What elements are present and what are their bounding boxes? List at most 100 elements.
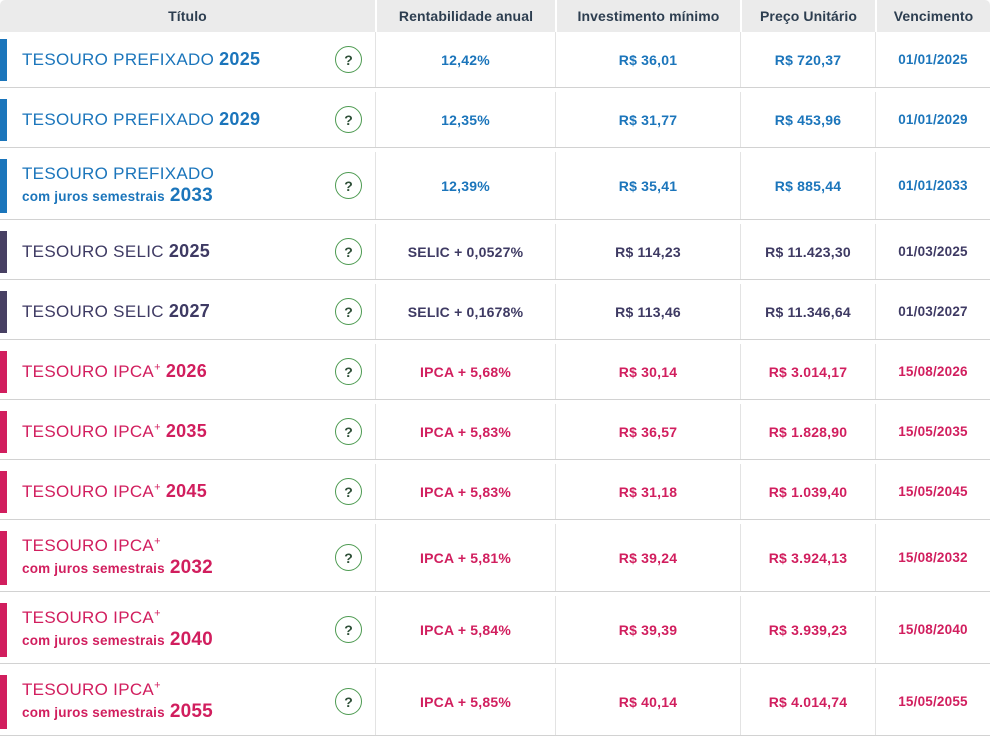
help-icon[interactable]: ? — [335, 172, 362, 199]
bond-subtitle: com juros semestrais — [22, 704, 165, 720]
bond-title-link[interactable]: TESOURO IPCA+ com juros semestrais 2040 — [22, 607, 213, 651]
category-color-bar — [0, 675, 7, 729]
unit-price-value: R$ 885,44 — [740, 152, 875, 219]
bond-year: 2025 — [168, 240, 211, 261]
title-cell: TESOURO PREFIXADO 2025 ? — [0, 32, 375, 87]
title-cell: TESOURO IPCA+ 2045 ? — [0, 464, 375, 519]
table-row: TESOURO SELIC 2025 ? SELIC + 0,0527% R$ 1… — [0, 224, 990, 280]
help-icon[interactable]: ? — [335, 358, 362, 385]
bond-year: 2029 — [219, 108, 261, 129]
table-header: Título Rentabilidade anual Investimento … — [0, 0, 990, 32]
bond-name: TESOURO IPCA — [22, 361, 155, 381]
category-color-bar — [0, 531, 7, 585]
bond-year-subtitle: 2055 — [169, 700, 213, 722]
category-color-bar — [0, 39, 7, 81]
title-cell: TESOURO IPCA+ com juros semestrais 2055 ? — [0, 668, 375, 735]
help-icon[interactable]: ? — [335, 688, 362, 715]
header-titulo: Título — [168, 8, 207, 24]
header-vencimento: Vencimento — [875, 0, 990, 32]
bond-name: TESOURO PREFIXADO — [22, 109, 215, 129]
table-row: TESOURO IPCA+ 2045 ? IPCA + 5,83% R$ 31,1… — [0, 464, 990, 520]
maturity-date-value: 01/01/2033 — [875, 152, 990, 219]
bond-subtitle: com juros semestrais — [22, 188, 165, 204]
bond-name: TESOURO IPCA — [22, 680, 155, 700]
table-row: TESOURO IPCA+ com juros semestrais 2040 ?… — [0, 596, 990, 664]
annual-rate-value: IPCA + 5,83% — [375, 464, 555, 519]
unit-price-value: R$ 3.924,13 — [740, 524, 875, 591]
bond-title-link[interactable]: TESOURO PREFIXADO 2029 — [22, 109, 260, 131]
min-investment-value: R$ 39,39 — [555, 596, 740, 663]
bond-name: TESOURO SELIC — [22, 241, 164, 261]
unit-price-value: R$ 11.423,30 — [740, 224, 875, 279]
header-preco-unitario: Preço Unitário — [740, 0, 875, 32]
bond-title-link[interactable]: TESOURO IPCA+ 2026 — [22, 361, 207, 383]
bond-name: TESOURO IPCA — [22, 536, 155, 556]
help-icon[interactable]: ? — [335, 544, 362, 571]
help-icon[interactable]: ? — [335, 238, 362, 265]
table-row: TESOURO PREFIXADO 2025 ? 12,42% R$ 36,01 … — [0, 32, 990, 88]
bond-title-link[interactable]: TESOURO IPCA+ 2035 — [22, 421, 207, 443]
unit-price-value: R$ 4.014,74 — [740, 668, 875, 735]
min-investment-value: R$ 114,23 — [555, 224, 740, 279]
table-row: TESOURO IPCA+ 2026 ? IPCA + 5,68% R$ 30,1… — [0, 344, 990, 400]
bond-name: TESOURO IPCA — [22, 608, 155, 628]
maturity-date-value: 01/01/2029 — [875, 92, 990, 147]
maturity-date-value: 15/05/2045 — [875, 464, 990, 519]
bond-year: 2027 — [168, 300, 211, 321]
bond-year: 2026 — [165, 360, 208, 381]
bond-title-link[interactable]: TESOURO IPCA+ 2045 — [22, 481, 207, 503]
maturity-date-value: 15/05/2055 — [875, 668, 990, 735]
bond-title-link[interactable]: TESOURO PREFIXADO com juros semestrais 20… — [22, 163, 219, 207]
bond-name-superscript: + — [154, 607, 161, 620]
help-icon[interactable]: ? — [335, 418, 362, 445]
bond-title-link[interactable]: TESOURO SELIC 2027 — [22, 301, 210, 323]
bond-year: 2035 — [165, 420, 208, 441]
maturity-date-value: 01/01/2025 — [875, 32, 990, 87]
bond-title-link[interactable]: TESOURO SELIC 2025 — [22, 241, 210, 263]
help-icon[interactable]: ? — [335, 46, 362, 73]
bond-name-superscript: + — [154, 679, 161, 692]
bond-name: TESOURO PREFIXADO — [22, 49, 215, 69]
min-investment-value: R$ 36,01 — [555, 32, 740, 87]
table-row: TESOURO PREFIXADO 2029 ? 12,35% R$ 31,77 … — [0, 92, 990, 148]
annual-rate-value: IPCA + 5,81% — [375, 524, 555, 591]
help-icon[interactable]: ? — [335, 478, 362, 505]
bond-year-subtitle: 2033 — [169, 184, 213, 206]
title-cell: TESOURO IPCA+ com juros semestrais 2040 ? — [0, 596, 375, 663]
unit-price-value: R$ 720,37 — [740, 32, 875, 87]
header-investimento-minimo: Investimento mínimo — [555, 0, 740, 32]
maturity-date-value: 15/08/2040 — [875, 596, 990, 663]
maturity-date-value: 01/03/2025 — [875, 224, 990, 279]
annual-rate-value: IPCA + 5,68% — [375, 344, 555, 399]
bond-title-link[interactable]: TESOURO PREFIXADO 2025 — [22, 49, 260, 71]
maturity-date-value: 01/03/2027 — [875, 284, 990, 339]
bond-name-superscript: + — [154, 535, 161, 548]
bond-name-superscript: + — [154, 421, 161, 434]
category-color-bar — [0, 159, 7, 213]
unit-price-value: R$ 3.939,23 — [740, 596, 875, 663]
unit-price-value: R$ 3.014,17 — [740, 344, 875, 399]
unit-price-value: R$ 1.039,40 — [740, 464, 875, 519]
bond-name-superscript: + — [154, 361, 161, 374]
unit-price-value: R$ 11.346,64 — [740, 284, 875, 339]
annual-rate-value: IPCA + 5,84% — [375, 596, 555, 663]
table-row: TESOURO SELIC 2027 ? SELIC + 0,1678% R$ 1… — [0, 284, 990, 340]
title-cell: TESOURO SELIC 2025 ? — [0, 224, 375, 279]
annual-rate-value: SELIC + 0,1678% — [375, 284, 555, 339]
bond-title-link[interactable]: TESOURO IPCA+ com juros semestrais 2055 — [22, 679, 213, 723]
title-cell: TESOURO PREFIXADO com juros semestrais 20… — [0, 152, 375, 219]
annual-rate-value: 12,42% — [375, 32, 555, 87]
bond-name: TESOURO SELIC — [22, 301, 164, 321]
bond-title-link[interactable]: TESOURO IPCA+ com juros semestrais 2032 — [22, 535, 213, 579]
maturity-date-value: 15/08/2026 — [875, 344, 990, 399]
help-icon[interactable]: ? — [335, 616, 362, 643]
help-icon[interactable]: ? — [335, 298, 362, 325]
help-icon[interactable]: ? — [335, 106, 362, 133]
category-color-bar — [0, 411, 7, 453]
annual-rate-value: SELIC + 0,0527% — [375, 224, 555, 279]
min-investment-value: R$ 113,46 — [555, 284, 740, 339]
min-investment-value: R$ 31,18 — [555, 464, 740, 519]
min-investment-value: R$ 40,14 — [555, 668, 740, 735]
category-color-bar — [0, 231, 7, 273]
